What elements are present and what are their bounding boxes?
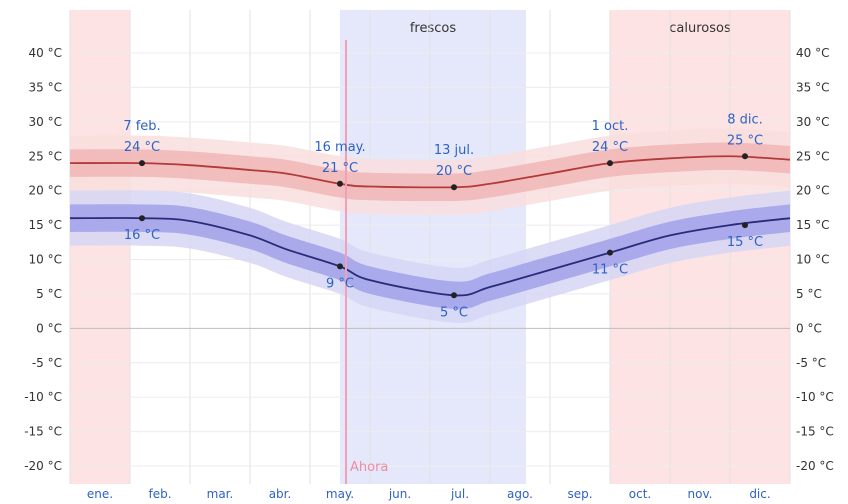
y-tick-label-left: 20 °C xyxy=(29,184,62,198)
month-label: dic. xyxy=(749,487,770,501)
annotation-point xyxy=(451,292,457,299)
low-temperature-line xyxy=(69,217,791,297)
annotation-point xyxy=(607,160,613,167)
month-label: ago. xyxy=(507,487,533,501)
y-tick-label-left: -20 °C xyxy=(24,459,62,473)
season-band xyxy=(340,10,526,484)
annotation-value: 20 °C xyxy=(436,164,472,179)
annotation-point xyxy=(139,215,145,222)
y-tick-label-right: 5 °C xyxy=(796,287,822,301)
y-tick-label-right: 10 °C xyxy=(796,253,829,267)
month-label: sep. xyxy=(567,487,592,501)
y-tick-label-left: 10 °C xyxy=(29,253,62,267)
y-tick-label-left: 15 °C xyxy=(29,218,62,232)
y-tick-label-left: 40 °C xyxy=(29,46,62,60)
annotation-date: 8 dic. xyxy=(727,112,763,127)
high-temperature-line xyxy=(69,155,791,189)
y-tick-label-right: 30 °C xyxy=(796,115,829,129)
annotation-value: 24 °C xyxy=(592,140,628,155)
annotation-date: 13 jul. xyxy=(434,143,474,158)
season-label: calurosos xyxy=(669,21,731,36)
month-label: oct. xyxy=(629,487,651,501)
y-tick-label-left: 30 °C xyxy=(29,115,62,129)
high-band-inner xyxy=(70,142,790,202)
annotation-point xyxy=(139,160,145,167)
y-tick-label-right: -5 °C xyxy=(796,356,826,370)
y-tick-label-right: 0 °C xyxy=(796,321,822,335)
annotation-date: 16 may. xyxy=(314,140,365,155)
annotation-value: 24 °C xyxy=(124,140,160,155)
month-label: jun. xyxy=(388,487,411,501)
annotation-value: 25 °C xyxy=(727,133,763,148)
annotation-value: 5 °C xyxy=(440,305,468,320)
y-tick-label-right: 40 °C xyxy=(796,46,829,60)
month-label: feb. xyxy=(148,487,171,501)
annotation-date: 1 oct. xyxy=(592,119,629,134)
annotation-value: 15 °C xyxy=(727,235,763,250)
y-tick-label-right: -15 °C xyxy=(796,425,834,439)
month-label: mar. xyxy=(207,487,234,501)
annotation-point xyxy=(337,180,343,187)
y-tick-label-right: 20 °C xyxy=(796,184,829,198)
annotation-point xyxy=(742,222,748,229)
month-label: abr. xyxy=(269,487,292,501)
y-tick-label-left: -15 °C xyxy=(24,425,62,439)
y-tick-label-left: 0 °C xyxy=(36,321,62,335)
annotation-point xyxy=(337,263,343,270)
annotation-value: 9 °C xyxy=(326,276,354,291)
month-label: nov. xyxy=(688,487,713,501)
y-tick-label-left: 25 °C xyxy=(29,149,62,163)
y-tick-label-left: -5 °C xyxy=(32,356,62,370)
y-tick-label-right: -10 °C xyxy=(796,390,834,404)
annotation-value: 11 °C xyxy=(592,263,628,278)
month-label: jul. xyxy=(450,487,469,501)
annotation-point xyxy=(742,153,748,160)
y-tick-label-right: -20 °C xyxy=(796,459,834,473)
season-label: frescos xyxy=(410,21,457,36)
y-tick-label-right: 25 °C xyxy=(796,149,829,163)
season-band xyxy=(70,10,130,484)
annotation-value: 16 °C xyxy=(124,228,160,243)
annotation-value: 21 °C xyxy=(322,161,358,176)
now-label: Ahora xyxy=(350,460,388,475)
y-tick-label-left: -10 °C xyxy=(24,390,62,404)
low-band-inner xyxy=(70,204,790,310)
month-label: ene. xyxy=(87,487,113,501)
y-tick-label-left: 5 °C xyxy=(36,287,62,301)
y-tick-label-right: 35 °C xyxy=(796,80,829,94)
y-tick-label-right: 15 °C xyxy=(796,218,829,232)
annotation-point xyxy=(607,249,613,256)
annotation-date: 7 feb. xyxy=(123,119,160,134)
month-label: may. xyxy=(326,487,354,501)
y-tick-label-left: 35 °C xyxy=(29,80,62,94)
annotation-point xyxy=(451,184,457,191)
